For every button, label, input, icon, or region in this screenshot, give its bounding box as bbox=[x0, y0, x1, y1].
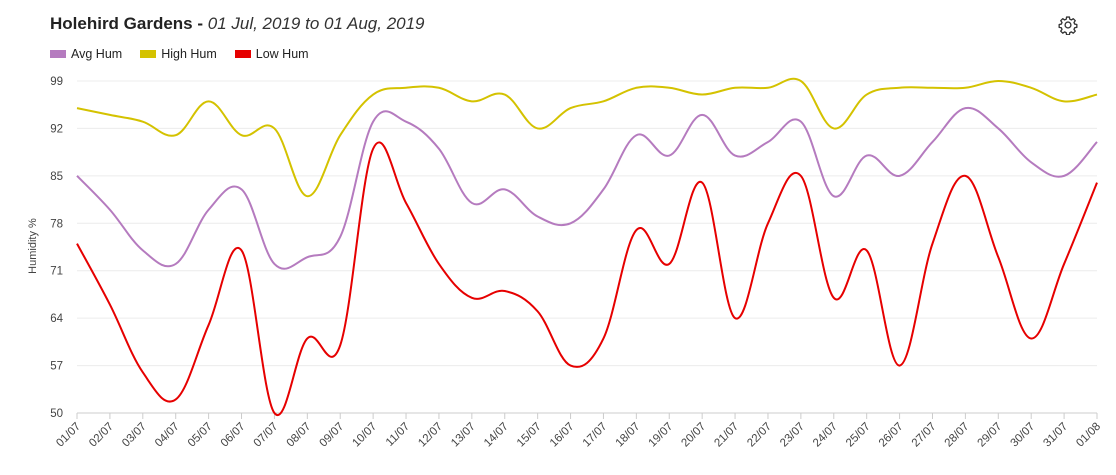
x-tick-label: 06/07 bbox=[219, 421, 248, 450]
gear-icon[interactable] bbox=[1058, 15, 1078, 35]
y-tick-label: 85 bbox=[50, 171, 63, 183]
y-tick-label: 64 bbox=[50, 313, 63, 325]
location-name: Holehird Gardens bbox=[50, 14, 193, 33]
x-tick-label: 25/07 bbox=[844, 421, 873, 450]
x-tick-label: 16/07 bbox=[548, 421, 577, 450]
legend-swatch-avg bbox=[50, 50, 66, 58]
x-tick-label: 29/07 bbox=[976, 421, 1005, 450]
x-tick-label: 17/07 bbox=[581, 421, 610, 450]
y-axis-label: Humidity % bbox=[27, 218, 39, 274]
legend-item-low-hum[interactable]: Low Hum bbox=[234, 47, 309, 61]
legend-item-avg-hum[interactable]: Avg Hum bbox=[50, 47, 122, 61]
x-tick-label: 30/07 bbox=[1008, 421, 1037, 450]
x-tick-label: 11/07 bbox=[384, 421, 412, 449]
x-tick-label: 28/07 bbox=[943, 421, 972, 450]
x-tick-label: 13/07 bbox=[449, 421, 478, 450]
y-tick-label: 57 bbox=[50, 361, 63, 373]
x-tick-label: 05/07 bbox=[186, 421, 215, 450]
chart-series bbox=[76, 77, 1098, 417]
x-tick-label: 07/07 bbox=[252, 421, 281, 450]
legend-label-low: Low Hum bbox=[255, 47, 309, 61]
title-separator: - bbox=[192, 14, 208, 33]
y-tick-label: 99 bbox=[50, 76, 63, 88]
x-tick-label: 24/07 bbox=[811, 421, 840, 450]
chart-axes: 50 57 64 71 78 85 92 99 01/07 02/07 03/07 04/07 05/0… bbox=[50, 76, 1103, 449]
y-tick-label: 92 bbox=[50, 123, 63, 135]
x-tick-label: 10/07 bbox=[350, 421, 379, 450]
x-tick-label: 03/07 bbox=[120, 421, 149, 450]
x-tick-label: 04/07 bbox=[153, 421, 182, 450]
x-tick-label: 26/07 bbox=[877, 421, 906, 450]
y-tick-label: 50 bbox=[50, 408, 63, 420]
x-tick-label: 23/07 bbox=[778, 421, 807, 450]
legend-item-high-hum[interactable]: High Hum bbox=[140, 47, 217, 61]
series-line-high-hum[interactable] bbox=[76, 77, 1098, 198]
x-tick-label: 22/07 bbox=[745, 421, 774, 450]
y-tick-label: 71 bbox=[50, 266, 63, 278]
x-tick-label: 01/07 bbox=[54, 421, 83, 450]
chart-grid bbox=[77, 80, 1097, 414]
chart-title: Holehird Gardens - 01 Jul, 2019 to 01 Au… bbox=[50, 14, 425, 34]
series-line-low-hum[interactable] bbox=[76, 141, 1098, 417]
x-tick-label: 15/07 bbox=[515, 421, 544, 450]
legend-swatch-high bbox=[140, 50, 157, 58]
x-tick-label: 19/07 bbox=[647, 421, 676, 450]
x-tick-label: 08/07 bbox=[285, 421, 314, 450]
date-range: 01 Jul, 2019 to 01 Aug, 2019 bbox=[207, 14, 425, 33]
legend-label-high: High Hum bbox=[161, 47, 217, 61]
x-tick-label: 01/08 bbox=[1074, 421, 1103, 450]
series-line-avg-hum[interactable] bbox=[76, 106, 1098, 270]
x-tick-label: 20/07 bbox=[679, 421, 708, 450]
x-tick-label: 31/07 bbox=[1041, 421, 1070, 450]
x-tick-label: 21/07 bbox=[712, 421, 741, 450]
x-tick-label: 12/07 bbox=[416, 421, 445, 450]
legend-swatch-low bbox=[234, 50, 251, 58]
x-tick-label: 18/07 bbox=[614, 421, 643, 450]
x-tick-label: 09/07 bbox=[318, 421, 347, 450]
y-tick-label: 78 bbox=[50, 218, 63, 230]
x-tick-label: 02/07 bbox=[87, 421, 116, 450]
x-tick-label: 14/07 bbox=[482, 421, 511, 450]
chart-legend: Avg Hum High Hum Low Hum bbox=[50, 47, 309, 61]
x-tick-label: 27/07 bbox=[910, 421, 939, 450]
legend-label-avg: Avg Hum bbox=[71, 47, 123, 61]
